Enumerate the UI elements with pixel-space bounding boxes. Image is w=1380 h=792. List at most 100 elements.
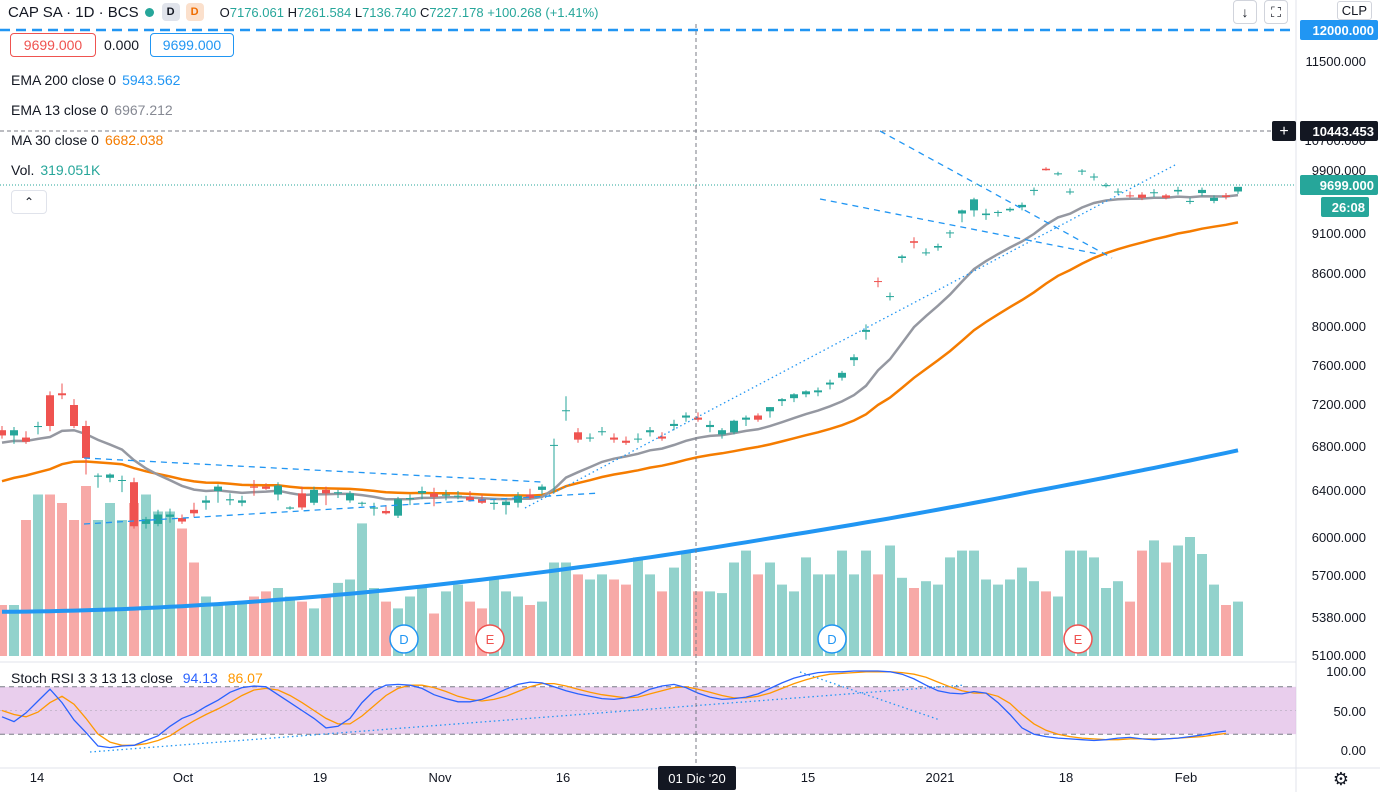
time-tick-label: 18: [1059, 770, 1073, 785]
candle-body: [526, 494, 534, 499]
candle-body: [946, 232, 954, 234]
currency-label[interactable]: CLP: [1336, 1, 1372, 20]
candle-body: [838, 372, 846, 378]
volume-bar: [333, 582, 343, 656]
price-tick-label: 7200.000: [1312, 397, 1366, 412]
candle-body: [262, 486, 270, 489]
volume-bar: [1161, 562, 1171, 656]
volume-bar: [981, 579, 991, 656]
volume-bar: [1197, 554, 1207, 656]
candle-body: [454, 495, 462, 497]
volume-bar: [885, 545, 895, 656]
candle-body: [310, 489, 318, 503]
volume-bar: [213, 605, 223, 656]
download-arrow-icon[interactable]: ↓: [1233, 0, 1257, 24]
candle-body: [1042, 168, 1050, 171]
candle-body: [610, 437, 618, 440]
volume-bar: [1065, 550, 1075, 656]
time-tick-label: Nov: [428, 770, 452, 785]
volume-bar: [705, 591, 715, 656]
ma30-line: [1, 221, 1239, 497]
legend-ma30[interactable]: MA 30 close 0 6682.038: [11, 132, 163, 148]
earnings-marker-label: E: [486, 632, 495, 647]
price-tick-label: 11500.000: [1306, 54, 1367, 69]
range-bottom-line: [83, 492, 601, 525]
chevron-up-icon[interactable]: ⌃: [11, 190, 47, 214]
earnings-marker: [475, 624, 505, 654]
fullscreen-icon[interactable]: ⛶: [1264, 0, 1288, 24]
volume-bar: [1149, 540, 1159, 656]
candle-body: [886, 296, 894, 298]
volume-bar: [417, 588, 427, 656]
stoch-rsi-legend[interactable]: Stoch RSI 3 3 13 13 close 94.13 86.07: [11, 670, 263, 686]
volume-bar: [57, 503, 67, 656]
legend-ema200[interactable]: EMA 200 close 0 5943.562: [11, 72, 180, 88]
volume-bar: [993, 584, 1003, 656]
volume-bar: [1185, 537, 1195, 656]
buy-price-input[interactable]: 9699.000: [150, 33, 234, 57]
volume-bar: [873, 574, 883, 656]
stoch-d-value: 86.07: [227, 670, 263, 686]
volume-bar: [849, 574, 859, 656]
candle-body: [106, 474, 114, 478]
dividend-marker-label: D: [827, 632, 836, 647]
volume-bar: [261, 591, 271, 656]
delayed-badge[interactable]: D: [161, 3, 180, 21]
trend-channel-lower: [819, 198, 1099, 255]
stoch-tick-label: 50.00: [1333, 704, 1366, 719]
candle-body: [658, 436, 666, 439]
candle-body: [238, 500, 246, 503]
volume-bar: [141, 494, 151, 656]
volume-bar: [969, 550, 979, 656]
volume-bar: [1029, 581, 1039, 656]
legend-ema13[interactable]: EMA 13 close 0 6967.212: [11, 102, 173, 118]
volume-bar: [93, 520, 103, 656]
volume-bar: [1089, 557, 1099, 656]
dividend-marker-label: D: [399, 632, 408, 647]
volume-bar: [741, 550, 751, 656]
candle-body: [286, 507, 294, 509]
candle-body: [1066, 191, 1074, 193]
volume-bar: [81, 486, 91, 656]
volume-bar: [297, 601, 307, 656]
volume-bar: [153, 511, 163, 656]
ohlc-readout: O7176.061 H7261.584 L7136.740 C7227.178 …: [220, 5, 599, 20]
symbol-title[interactable]: CAP SA · 1D · BCS: [8, 3, 139, 21]
volume-bar: [69, 520, 79, 656]
stoch-rsi-label: Stoch RSI 3 3 13 13 close: [11, 670, 173, 686]
volume-bar: [585, 579, 595, 656]
candle-body: [10, 430, 18, 436]
volume-bar: [957, 550, 967, 656]
candle-body: [274, 485, 282, 495]
volume-bar: [549, 562, 559, 656]
volume-bar: [489, 579, 499, 656]
price-tick-label: 6400.000: [1312, 483, 1366, 498]
sell-price-input[interactable]: 9699.000: [10, 33, 96, 57]
last-price-label: 9699.000: [1320, 178, 1374, 193]
volume-bar: [1173, 545, 1183, 656]
candle-body: [1198, 189, 1206, 194]
candle-body: [466, 496, 474, 501]
close-key: C: [419, 4, 430, 20]
dividend-marker: [817, 624, 847, 654]
candle-body: [226, 499, 234, 501]
rising-support-line: [524, 164, 1176, 509]
gear-icon[interactable]: ⚙: [1332, 768, 1350, 789]
data-badge[interactable]: D: [185, 3, 204, 21]
volume-bar: [609, 579, 619, 656]
volume-bar: [1053, 596, 1063, 656]
legend-volume[interactable]: Vol. 319.051K: [11, 162, 100, 178]
candle-body: [1138, 194, 1146, 198]
candle-body: [862, 329, 870, 332]
candle-body: [190, 509, 198, 514]
candle-body: [778, 399, 786, 402]
volume-bar: [21, 520, 31, 656]
candle-body: [562, 410, 570, 412]
price-tick-label: 9100.000: [1312, 226, 1366, 241]
ema13-line: [1, 193, 1239, 501]
crosshair-date-bg: [658, 766, 736, 790]
stoch-tick-label: 100.00: [1326, 664, 1366, 679]
candle-body: [334, 492, 342, 494]
volume-bar: [309, 608, 319, 656]
